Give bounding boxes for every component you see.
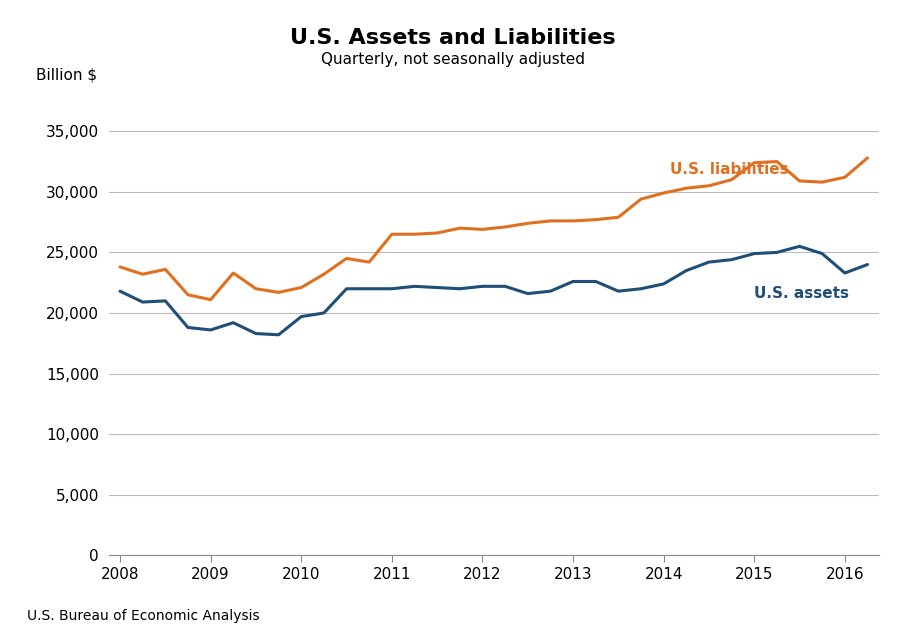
Text: U.S. liabilities: U.S. liabilities [670, 162, 789, 177]
Text: Quarterly, not seasonally adjusted: Quarterly, not seasonally adjusted [321, 52, 585, 67]
Text: U.S. Bureau of Economic Analysis: U.S. Bureau of Economic Analysis [27, 610, 260, 623]
Text: U.S. Assets and Liabilities: U.S. Assets and Liabilities [290, 28, 616, 49]
Text: Billion $: Billion $ [35, 68, 97, 83]
Text: U.S. assets: U.S. assets [754, 286, 849, 302]
